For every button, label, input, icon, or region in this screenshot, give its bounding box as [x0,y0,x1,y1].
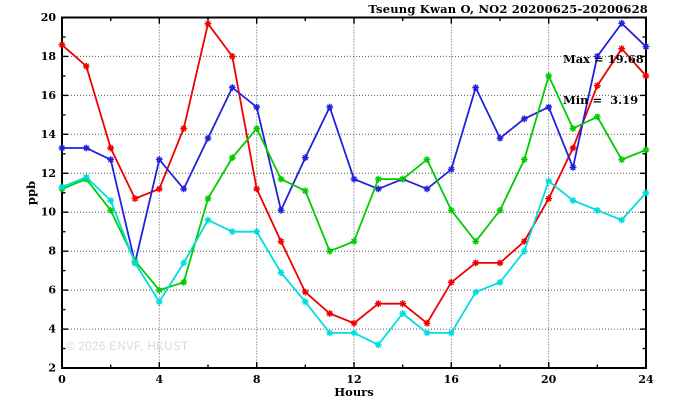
chart-title: Tseung Kwan O, NO2 20200625-20200628 [368,2,648,16]
svg-text:8: 8 [48,245,56,258]
svg-text:20: 20 [541,373,557,386]
svg-text:2: 2 [48,362,56,375]
watermark: © 2026 ENVF, HKUST [66,341,189,353]
svg-text:20: 20 [41,11,57,24]
svg-text:6: 6 [48,284,56,297]
svg-text:16: 16 [41,89,57,102]
y-axis-label: ppb [24,180,38,206]
svg-text:12: 12 [346,373,361,386]
max-value-label: Max = 19.68 [563,52,644,66]
svg-text:24: 24 [638,373,654,386]
svg-text:16: 16 [444,373,460,386]
svg-text:0: 0 [58,373,66,386]
svg-text:14: 14 [41,128,57,141]
svg-text:4: 4 [155,373,163,386]
max-min-annotation: Max = 19.68 Min = 3.19 [563,26,644,134]
svg-text:18: 18 [41,50,57,63]
svg-text:8: 8 [253,373,261,386]
svg-text:4: 4 [48,323,56,336]
min-value-label: Min = 3.19 [563,92,639,107]
svg-text:12: 12 [41,167,56,180]
x-axis-label: Hours [334,385,374,399]
svg-text:10: 10 [41,206,57,219]
